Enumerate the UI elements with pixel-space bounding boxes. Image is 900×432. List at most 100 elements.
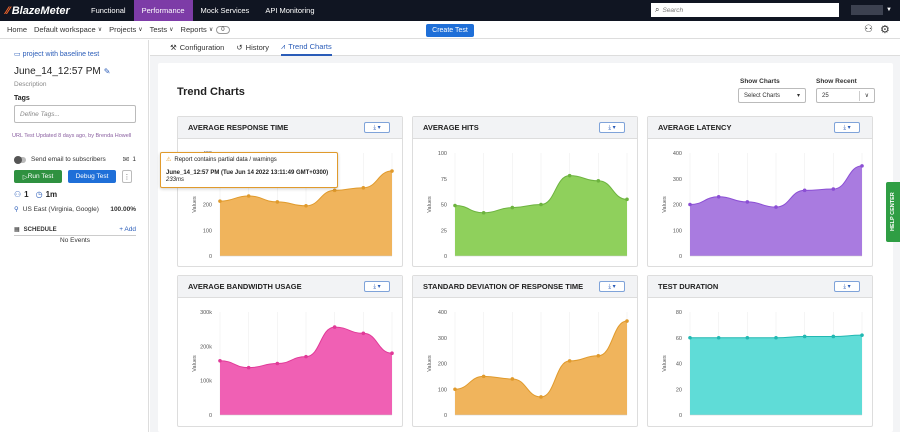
gear-icon[interactable]: ⚙ [880,24,890,36]
data-point[interactable] [745,200,750,204]
data-point[interactable] [481,374,486,379]
chevron-down-icon: ∨ [208,27,214,33]
email-subscribers-row: Send email to subscribers ✉ 1 [14,155,136,164]
account-menu[interactable]: ▼ [848,4,892,16]
data-point[interactable] [831,187,836,191]
series-area [220,171,392,256]
project-link[interactable]: ▭ project with baseline test [14,51,100,58]
show-recent-select[interactable]: 25 ∨ [816,88,875,103]
show-charts-select[interactable]: Select Charts ▾ [738,88,806,103]
warning-icon: ⚠ [166,157,172,163]
test-description[interactable]: Description [14,81,47,88]
chart-tooltip: ⚠ Report contains partial data / warnings… [160,152,338,188]
test-stats: ⚇ 1 ◷ 1m [14,190,58,199]
email-label: Send email to subscribers [31,156,106,163]
blazemeter-logo[interactable]: ⁄⁄ BlazeMeter [6,4,70,17]
data-point[interactable] [596,179,601,183]
run-test-button[interactable]: ▷ Run Test [14,170,62,183]
subnav-reports[interactable]: Reports ∨ 0 [181,25,230,34]
data-point[interactable] [625,197,629,202]
play-icon: ▷ [22,173,28,181]
data-point[interactable] [625,319,629,323]
chart-download-button[interactable]: ⤓ ▾ [364,281,390,292]
subnav-home[interactable]: Home [7,25,28,34]
data-point[interactable] [802,334,807,339]
y-tick-label: 40 [676,362,682,368]
folder-icon: ▭ [14,51,23,58]
test-tabs: ⚒ Configuration ↺ History ⩘ Trend Charts [150,40,900,56]
add-schedule-button[interactable]: + Add [119,226,136,233]
tags-input[interactable]: Define Tags... [14,105,136,123]
y-axis-label: Values [427,196,433,213]
chart-download-button[interactable]: ⤓ ▾ [599,281,625,292]
subnav-workspace[interactable]: Default workspace ∨ [34,25,103,34]
y-tick-label: 300 [438,336,447,342]
data-point[interactable] [774,205,778,209]
chart-download-button[interactable]: ⤓ ▾ [834,281,860,292]
y-tick-label: 200k [200,344,212,350]
data-point[interactable] [774,335,778,340]
data-point[interactable] [688,202,692,207]
tab-history[interactable]: ↺ History [236,43,269,52]
chart-download-button[interactable]: ⤓ ▾ [599,122,625,133]
data-point[interactable] [453,203,457,208]
data-point[interactable] [390,351,394,355]
chart-plot: 0 100 200 300 400 Values [427,310,629,419]
data-point[interactable] [453,387,457,392]
data-point[interactable] [332,325,337,329]
data-point[interactable] [567,359,572,363]
data-point[interactable] [275,361,280,366]
data-point[interactable] [539,395,543,399]
nav-tab-functional[interactable]: Functional [91,6,126,15]
create-test-button[interactable]: Create Test [426,24,474,37]
tab-configuration[interactable]: ⚒ Configuration [170,43,225,52]
email-toggle[interactable] [14,155,26,164]
y-tick-label: 400 [673,151,682,157]
data-point[interactable] [510,205,515,210]
data-point[interactable] [246,365,251,370]
more-options-button[interactable]: ⋮ [122,170,132,183]
y-axis-label: Values [192,355,198,372]
data-point[interactable] [390,169,394,173]
nav-tab-performance[interactable]: Performance [133,0,193,21]
help-center-tab[interactable]: HELP CENTER [886,182,900,242]
chart-download-button[interactable]: ⤓ ▾ [364,122,390,133]
chevron-down-icon: ∨ [864,93,869,99]
data-point[interactable] [361,185,366,190]
data-point[interactable] [596,353,601,358]
data-point[interactable] [745,335,750,340]
data-point[interactable] [218,199,222,203]
data-point[interactable] [716,335,721,340]
data-point[interactable] [218,358,222,363]
search-input[interactable]: ⌕ Search [651,3,839,17]
data-point[interactable] [860,164,864,168]
data-point[interactable] [688,335,692,340]
chart-download-button[interactable]: ⤓ ▾ [834,122,860,133]
data-point[interactable] [304,354,308,359]
pencil-icon[interactable]: ✎ [103,67,111,76]
data-point[interactable] [304,203,308,208]
add-user-icon[interactable]: ⚇ [864,24,873,35]
data-point[interactable] [831,334,836,339]
tooltip-value: 233ms [166,177,185,183]
data-point[interactable] [332,188,337,193]
data-point[interactable] [275,200,280,204]
nav-tab-api-monitoring[interactable]: API Monitoring [265,6,315,15]
subnav-tests[interactable]: Tests ∨ [149,25,174,34]
subnav-projects[interactable]: Projects ∨ [109,25,143,34]
data-point[interactable] [246,194,251,198]
data-point[interactable] [567,173,572,178]
tab-trend-charts[interactable]: ⩘ Trend Charts [281,40,332,56]
data-point[interactable] [802,188,807,193]
nav-tab-mock-services[interactable]: Mock Services [200,6,250,15]
data-point[interactable] [361,331,366,336]
data-point[interactable] [716,194,721,199]
data-point[interactable] [539,202,543,207]
data-point[interactable] [510,377,515,381]
history-icon: ↺ [236,43,243,52]
data-point[interactable] [481,210,486,215]
data-point[interactable] [860,333,864,337]
location-row: ⚲ US East (Virginia, Google) 100.00% [14,205,136,214]
trend-icon: ⩘ [281,41,286,51]
debug-test-button[interactable]: Debug Test [68,170,116,183]
